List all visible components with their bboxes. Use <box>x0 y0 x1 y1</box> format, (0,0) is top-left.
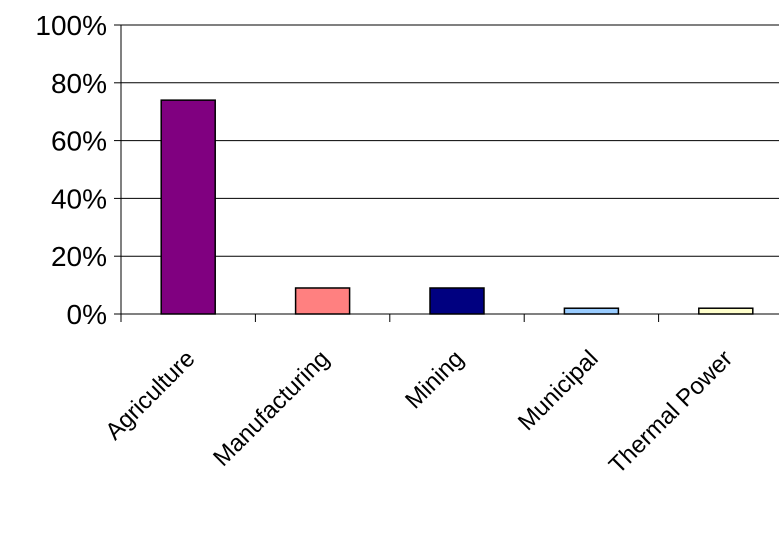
x-tick-label: Agriculture <box>100 345 200 445</box>
y-tick-label: 100% <box>35 10 107 41</box>
tick-labels: 0% 20% 40% 60% 80% 100% Agriculture Manufacturi… <box>35 10 738 479</box>
gridlines <box>121 24 779 257</box>
y-tick-label: 40% <box>51 183 107 214</box>
bars <box>160 99 754 315</box>
y-tick-label: 80% <box>51 68 107 99</box>
y-tick-label: 0% <box>67 299 107 330</box>
axes <box>114 24 779 322</box>
y-tick-label: 20% <box>51 241 107 272</box>
x-tick-label: Manufacturing <box>208 345 335 472</box>
y-tick-label: 60% <box>51 126 107 157</box>
bar-mining <box>429 287 485 315</box>
bar-municipal <box>563 307 620 315</box>
x-tick-label: Mining <box>400 345 469 414</box>
bar-thermal-power <box>698 307 754 315</box>
bar-agriculture <box>160 99 216 315</box>
x-tick-label: Thermal Power <box>604 345 738 479</box>
x-tick-label: Municipal <box>513 345 604 436</box>
bar-manufacturing <box>294 287 351 315</box>
